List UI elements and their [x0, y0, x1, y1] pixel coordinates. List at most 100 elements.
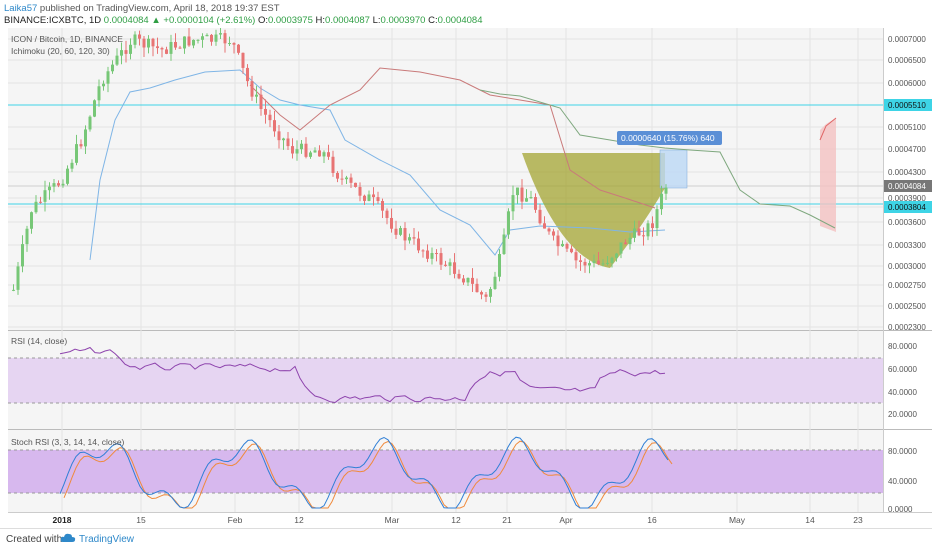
rsi-band	[8, 358, 883, 403]
time-axis-label: Apr	[559, 515, 572, 525]
projection-box[interactable]	[820, 118, 836, 232]
ichimoku-line	[249, 67, 656, 209]
rsi-axis-label: 80.0000	[888, 342, 917, 351]
candle-body	[165, 49, 168, 54]
tradingview-cloud-icon	[60, 533, 76, 542]
time-axis-label: Feb	[228, 515, 243, 525]
stoch-axis-label: 0.0000	[888, 505, 913, 514]
candle-body	[331, 156, 335, 173]
candle-body	[516, 187, 519, 196]
candle-body	[628, 237, 632, 245]
candle-body	[273, 120, 276, 132]
candle-body	[30, 212, 33, 229]
price-badge	[884, 99, 932, 111]
measure-box[interactable]	[659, 149, 688, 189]
candle-body	[201, 36, 204, 40]
candle-body	[102, 83, 105, 87]
rsi-group	[59, 346, 666, 404]
candle-body	[664, 187, 668, 194]
candle-body	[124, 50, 128, 54]
tradingview-brand[interactable]: TradingView	[79, 534, 135, 545]
time-axis-label: 15	[136, 515, 146, 525]
candle-body	[588, 263, 591, 266]
footer: Created with TradingView	[0, 528, 932, 550]
candle-body	[543, 223, 546, 229]
candle-body	[160, 48, 164, 50]
candle-body	[120, 50, 123, 56]
price-axis-label: 0.0005100	[888, 123, 926, 132]
time-axis-label: 21	[502, 515, 512, 525]
rsi-axis-label: 40.0000	[888, 388, 917, 397]
time-axis: 2018 15 Feb 12 Mar 12 21 Apr 16 May 14 23	[53, 515, 863, 525]
candle-body	[264, 108, 267, 115]
time-axis-label: 14	[805, 515, 815, 525]
candle-body	[52, 183, 56, 187]
price-axis-label: 0.0003000	[888, 262, 926, 271]
candle-body	[48, 186, 51, 191]
candle-body	[363, 195, 366, 201]
candle-body	[529, 197, 533, 199]
candle-body	[408, 237, 411, 241]
candle-body	[232, 43, 236, 45]
candle-body	[412, 237, 416, 239]
high-label: H:	[315, 15, 326, 26]
open-label: O:	[257, 15, 268, 26]
candle-body	[133, 34, 137, 45]
candle-body	[426, 250, 429, 259]
candle-body	[480, 292, 483, 295]
candle-body	[633, 228, 636, 238]
candle-body	[592, 260, 596, 264]
price-badge	[884, 180, 932, 192]
created-with-text: Created with	[6, 534, 63, 545]
price-axis-label: 0.0004300	[888, 168, 926, 177]
candle-body	[493, 276, 497, 289]
candle-body	[237, 44, 240, 53]
candle-body	[574, 252, 578, 261]
time-axis-label: May	[729, 515, 746, 525]
up-arrow-icon: ▲	[151, 15, 161, 26]
candle-body	[147, 38, 150, 48]
rsi-axis-label: 60.0000	[888, 365, 917, 374]
candle-body	[403, 228, 407, 241]
candle-body	[286, 138, 290, 147]
candle-body	[462, 278, 465, 283]
candle-body	[84, 129, 87, 147]
candle-body	[282, 138, 285, 141]
candle-body	[318, 150, 321, 157]
candle-body	[169, 41, 173, 54]
projection-line[interactable]	[819, 117, 837, 141]
candle-body	[655, 209, 659, 229]
candle-body	[219, 33, 222, 35]
candle-body	[300, 143, 303, 150]
candle-body	[579, 260, 582, 262]
candle-body	[367, 194, 371, 201]
candle-body	[556, 235, 560, 247]
author-link[interactable]: Laika57	[4, 3, 38, 14]
last-price: 0.0004084	[103, 15, 149, 26]
high-value: 0.0004087	[325, 15, 370, 26]
main-pane-title: ICON / Bitcoin, 1D, BINANCE	[11, 34, 123, 44]
candle-body	[192, 39, 195, 46]
candle-body	[525, 198, 528, 202]
candle-body	[214, 34, 218, 42]
stoch-title: Stoch RSI (3, 3, 14, 14, close)	[11, 437, 125, 447]
chart-canvas[interactable]: 0.00070000.00065000.00060000.00055100.00…	[0, 0, 932, 528]
time-axis-label: 23	[853, 515, 863, 525]
stoch-axis-label: 40.0000	[888, 477, 917, 486]
candle-body	[619, 242, 623, 254]
open-value: 0.0003975	[267, 15, 313, 26]
candle-body	[12, 289, 15, 291]
candle-body	[268, 114, 272, 121]
candle-body	[106, 71, 110, 84]
stoch-k-line	[59, 436, 669, 509]
time-axis-label: Mar	[385, 515, 400, 525]
candle-body	[390, 217, 393, 229]
candle-body	[601, 263, 605, 265]
price-badges: 0.0005510 0.0004084 0.0003804	[884, 99, 932, 213]
time-axis-label: 16	[647, 515, 657, 525]
ichimoku-lines	[89, 67, 836, 261]
candle-body	[34, 201, 38, 213]
candle-body	[561, 243, 564, 247]
price-axis-label: 0.0002750	[888, 281, 926, 290]
time-axis-label: 12	[294, 515, 304, 525]
